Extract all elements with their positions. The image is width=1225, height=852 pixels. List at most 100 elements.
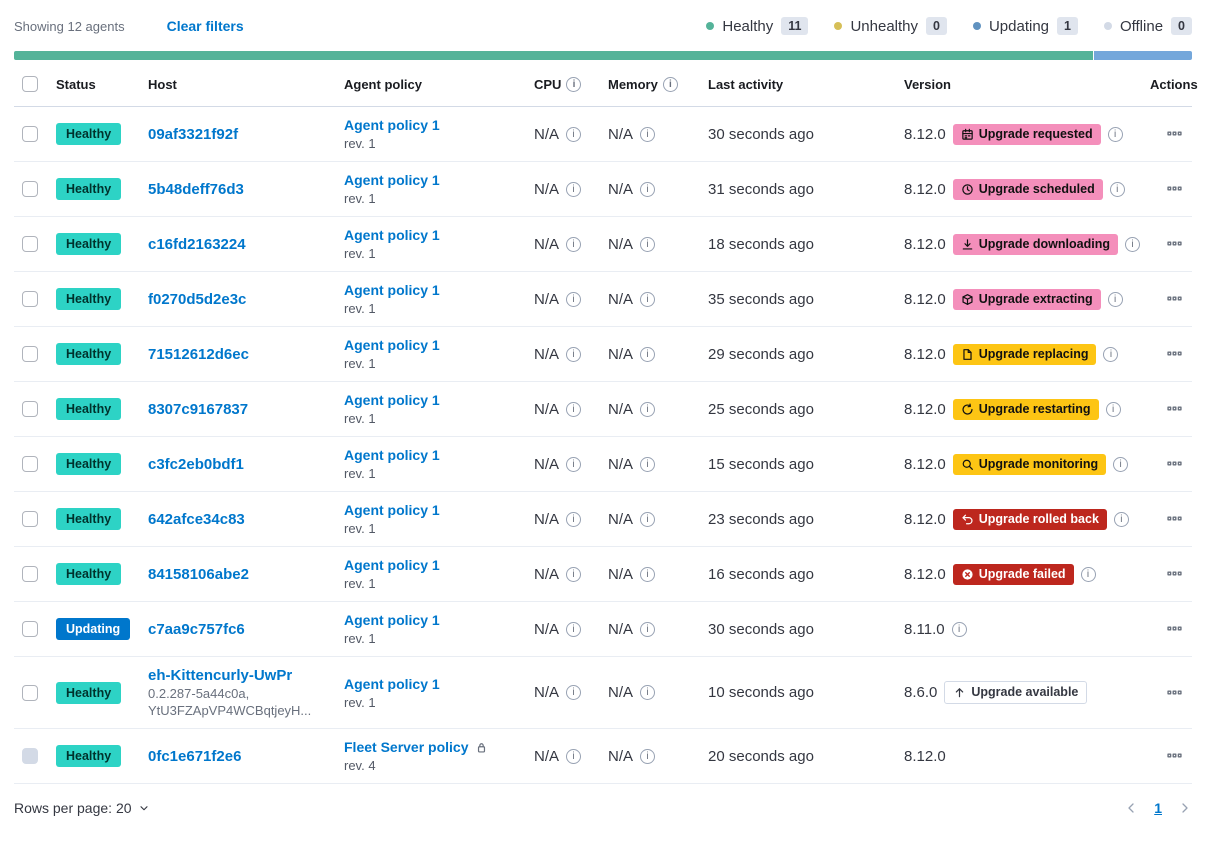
info-icon[interactable]: i	[566, 346, 582, 362]
row-checkbox[interactable]	[22, 236, 38, 252]
row-actions-button[interactable]	[1165, 288, 1184, 309]
agent-version: 8.12.0	[904, 455, 946, 473]
cpu-value: N/A	[534, 180, 560, 198]
info-icon[interactable]: i	[640, 236, 656, 252]
upgrade-info-icon[interactable]: i	[1113, 511, 1129, 527]
upgrade-info-icon[interactable]: i	[1105, 401, 1121, 417]
actions-icon	[1167, 131, 1182, 136]
upgrade-info-icon[interactable]: i	[1113, 456, 1129, 472]
toolbar: Showing 12 agents Clear filters Healthy 1…	[14, 14, 1192, 38]
host-link[interactable]: c16fd2163224	[148, 235, 246, 253]
info-icon[interactable]: i	[640, 685, 656, 700]
info-icon[interactable]: i	[566, 511, 582, 527]
host-link[interactable]: c3fc2eb0bdf1	[148, 455, 244, 473]
row-actions-button[interactable]	[1165, 123, 1184, 144]
info-icon[interactable]: i	[566, 181, 582, 197]
host-link[interactable]: 84158106abe2	[148, 565, 249, 583]
info-icon[interactable]: i	[640, 126, 656, 142]
agent-policy-link[interactable]: Agent policy 1	[344, 337, 440, 353]
memory-info-icon[interactable]: i	[662, 76, 678, 92]
host-link[interactable]: 71512612d6ec	[148, 345, 249, 363]
info-icon[interactable]: i	[640, 291, 656, 307]
agent-policy-link[interactable]: Agent policy 1	[344, 282, 440, 298]
info-icon[interactable]: i	[566, 621, 582, 637]
row-checkbox[interactable]	[22, 621, 38, 637]
agent-policy-link[interactable]: Agent policy 1	[344, 447, 440, 463]
row-actions-button[interactable]	[1165, 682, 1184, 703]
row-checkbox[interactable]	[22, 346, 38, 362]
upgrade-info-icon[interactable]: i	[1107, 291, 1123, 307]
rows-per-page-button[interactable]: Rows per page: 20	[14, 800, 150, 816]
info-icon[interactable]: i	[640, 566, 656, 582]
upgrade-info-icon[interactable]: i	[1103, 346, 1119, 362]
row-actions-button[interactable]	[1165, 343, 1184, 364]
agent-policy-link[interactable]: Agent policy 1	[344, 675, 440, 692]
next-page-button[interactable]	[1178, 801, 1192, 815]
upgrade-info-icon[interactable]: i	[1124, 236, 1140, 252]
agent-health-bar	[14, 51, 1192, 60]
info-icon[interactable]: i	[566, 685, 582, 700]
previous-page-button[interactable]	[1124, 801, 1138, 815]
row-checkbox[interactable]	[22, 566, 38, 582]
last-activity: 31 seconds ago	[708, 180, 814, 198]
row-actions-button[interactable]	[1165, 233, 1184, 254]
host-link[interactable]: eh-Kittencurly-UwPr	[148, 667, 293, 684]
chevron-right-icon	[1182, 803, 1188, 813]
row-checkbox[interactable]	[22, 401, 38, 417]
agent-status-badge: Healthy	[56, 453, 122, 475]
info-icon[interactable]: i	[566, 126, 582, 142]
row-checkbox[interactable]	[22, 684, 38, 701]
host-link[interactable]: f0270d5d2e3c	[148, 290, 247, 308]
agent-policy-link[interactable]: Agent policy 1	[344, 172, 440, 188]
agent-policy-link[interactable]: Agent policy 1	[344, 117, 440, 133]
upgrade-info-icon[interactable]: i	[1107, 126, 1123, 142]
info-icon[interactable]: i	[640, 456, 656, 472]
info-icon[interactable]: i	[640, 511, 656, 527]
row-checkbox[interactable]	[22, 181, 38, 197]
agent-policy-link[interactable]: Agent policy 1	[344, 227, 440, 243]
host-link[interactable]: 09af3321f92f	[148, 125, 239, 143]
page-number-1[interactable]: 1	[1154, 800, 1162, 816]
info-icon[interactable]: i	[640, 621, 656, 637]
info-icon[interactable]: i	[640, 401, 656, 417]
upgrade-info-icon[interactable]: i	[1109, 181, 1125, 197]
legend-count-badge: 0	[1171, 17, 1192, 35]
row-actions-button[interactable]	[1165, 398, 1184, 419]
row-actions-button[interactable]	[1165, 453, 1184, 474]
agent-policy-link[interactable]: Agent policy 1	[344, 502, 440, 518]
info-icon[interactable]: i	[566, 401, 582, 417]
agent-policy-link[interactable]: Agent policy 1	[344, 392, 440, 408]
select-all-checkbox[interactable]	[22, 76, 38, 92]
host-link[interactable]: 0fc1e671f2e6	[148, 747, 242, 765]
info-icon[interactable]: i	[640, 346, 656, 362]
row-actions-button[interactable]	[1165, 745, 1184, 766]
host-link[interactable]: 642afce34c83	[148, 510, 245, 528]
host-link[interactable]: c7aa9c757fc6	[148, 620, 245, 638]
info-icon[interactable]: i	[640, 748, 656, 764]
row-actions-button[interactable]	[1165, 178, 1184, 199]
row-actions-button[interactable]	[1165, 618, 1184, 639]
row-checkbox[interactable]	[22, 456, 38, 472]
cpu-info-icon[interactable]: i	[566, 76, 582, 92]
agent-policy-link[interactable]: Agent policy 1	[344, 557, 440, 573]
upgrade-info-icon[interactable]: i	[951, 621, 967, 637]
row-actions-button[interactable]	[1165, 508, 1184, 529]
info-icon[interactable]: i	[566, 236, 582, 252]
host-link[interactable]: 8307c9167837	[148, 400, 249, 418]
row-actions-button[interactable]	[1165, 563, 1184, 584]
info-icon[interactable]: i	[640, 181, 656, 197]
info-icon[interactable]: i	[566, 566, 582, 582]
agent-policy-link[interactable]: Agent policy 1	[344, 612, 440, 628]
info-icon[interactable]: i	[566, 456, 582, 472]
row-checkbox[interactable]	[22, 126, 38, 142]
info-icon[interactable]: i	[566, 748, 582, 764]
upgrade-info-icon[interactable]: i	[1080, 566, 1096, 582]
info-icon[interactable]: i	[566, 291, 582, 307]
upgrade-status-badge: Upgrade requested	[952, 123, 1101, 145]
cpu-value: N/A	[534, 620, 560, 638]
agent-policy-link[interactable]: Fleet Server policy	[344, 739, 469, 755]
row-checkbox[interactable]	[22, 291, 38, 307]
row-checkbox[interactable]	[22, 511, 38, 527]
host-link[interactable]: 5b48deff76d3	[148, 180, 244, 198]
clear-filters-button[interactable]: Clear filters	[166, 18, 244, 34]
